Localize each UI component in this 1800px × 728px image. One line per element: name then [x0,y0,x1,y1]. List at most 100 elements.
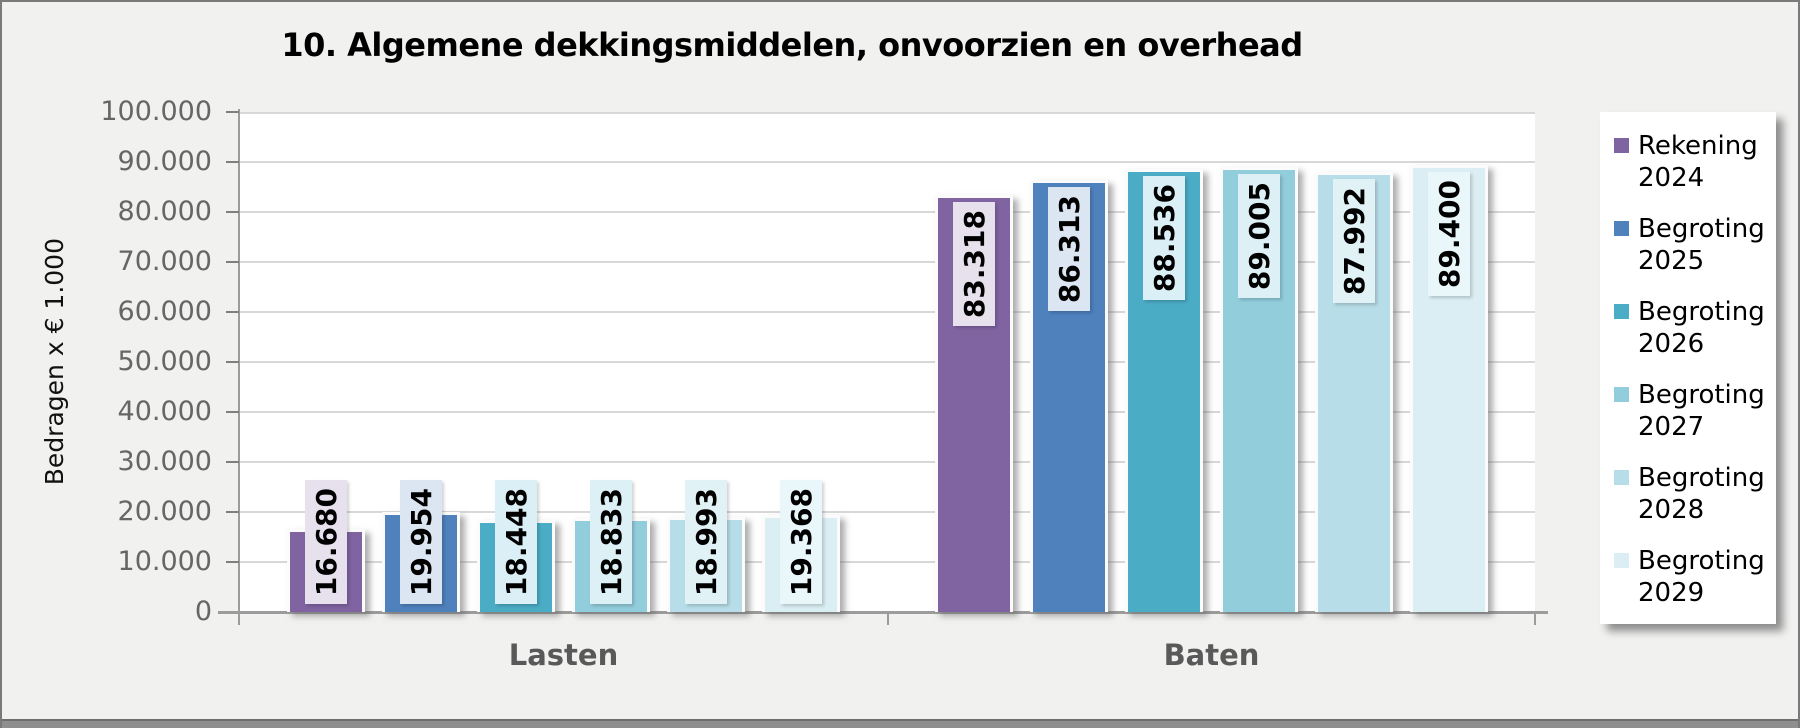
y-tick-label: 80.000 [117,196,212,227]
bar-value-text: 88.536 [1147,184,1181,293]
bar-slot: 19.954 [382,112,460,612]
bar-baten-rekening-2024 [935,195,1013,612]
legend-swatch [1614,470,1629,485]
y-tick-label: 90.000 [117,146,212,177]
legend-swatch [1614,138,1629,153]
y-tick [226,411,239,413]
y-tick [226,211,239,213]
bottom-edge [2,719,1798,728]
bar-slot: 16.680 [287,112,365,612]
chart-title: 10. Algemene dekkingsmiddelen, onvoorzie… [281,26,1303,64]
legend-item: Rekening 2024 [1614,130,1770,194]
y-tick-label: 10.000 [117,546,212,577]
bar-group-lasten: 16.680 19.954 18.448 18.833 18.993 19.368 [239,112,888,612]
bar-value-label: 19.954 [400,480,442,604]
bar-value-text: 89.005 [1242,181,1276,291]
legend-swatch [1614,553,1629,568]
bar-slot: 88.536 [1125,112,1203,612]
legend-label: Begroting 2027 [1638,380,1765,442]
legend-item: Begroting 2026 [1614,296,1770,360]
y-tick-label: 30.000 [117,446,212,477]
legend-item: Begroting 2027 [1614,379,1770,443]
legend-label: Rekening 2024 [1638,131,1758,193]
legend-label: Begroting 2026 [1638,297,1765,359]
bar-value-label: 89.400 [1428,172,1470,296]
bar-value-text: 86.313 [1052,195,1086,304]
category-label-baten: Baten [1163,638,1260,672]
legend-label: Begroting 2029 [1638,546,1765,608]
bar-value-label: 18.993 [685,480,727,604]
x-axis-tick [1534,613,1536,625]
legend-swatch [1614,304,1629,319]
y-tick-label: 0 [194,596,212,627]
y-tick-label: 20.000 [117,496,212,527]
gridline [239,461,1535,463]
bar-slot: 18.448 [477,112,555,612]
bar-value-text: 89.400 [1432,179,1466,289]
y-tick [226,561,239,563]
bar-slot: 89.400 [1410,112,1488,612]
bar-value-text: 87.992 [1337,186,1371,296]
bar-value-text: 18.993 [689,487,723,597]
y-axis-line [238,109,240,614]
legend-label: Begroting 2028 [1638,463,1765,525]
bar-slot: 83.318 [935,112,1013,612]
legend-swatch [1614,387,1629,402]
legend-item: Begroting 2029 [1614,545,1770,609]
bar-value-text: 18.833 [594,487,628,597]
bar-value-text: 19.368 [784,487,818,597]
bar-value-label: 83.318 [953,202,995,327]
category-label-lasten: Lasten [508,638,619,672]
bar-value-text: 18.448 [499,487,533,597]
bar-value-label: 16.680 [305,480,347,604]
bar-value-label: 19.368 [780,480,822,604]
y-tick [226,461,239,463]
bar-value-label: 18.833 [590,480,632,604]
bar-group-baten: 83.318 86.313 88.536 89.005 87.992 89.400 [888,112,1535,612]
gridline [239,411,1535,413]
legend-label: Begroting 2025 [1638,214,1765,276]
y-tick [226,261,239,263]
bar-slot: 18.833 [572,112,650,612]
bar-slot: 87.992 [1315,112,1393,612]
x-axis-tick [238,613,240,625]
bar-value-label: 18.448 [495,480,537,604]
bar-value-text: 83.318 [957,210,991,319]
bar-value-label: 87.992 [1333,179,1375,303]
x-axis-tick [887,613,889,625]
gridline [239,311,1535,313]
gridline [239,161,1535,163]
bar-slot: 18.993 [667,112,745,612]
y-tick [226,161,239,163]
bar-slot: 89.005 [1220,112,1298,612]
bar-value-label: 89.005 [1238,174,1280,298]
bar-slot: 86.313 [1030,112,1108,612]
y-tick [226,511,239,513]
bar-baten-begroting-2025 [1030,180,1108,612]
bar-value-label: 86.313 [1048,187,1090,312]
x-axis-line [218,611,1548,614]
legend-item: Begroting 2028 [1614,462,1770,526]
y-tick [226,361,239,363]
y-tick-label: 100.000 [100,96,212,127]
bar-value-text: 19.954 [404,487,438,597]
y-tick-label: 50.000 [117,346,212,377]
gridline [239,261,1535,263]
bar-value-label: 88.536 [1143,176,1185,301]
bar-slot: 19.368 [762,112,840,612]
gridline [239,361,1535,363]
y-tick [226,111,239,113]
y-tick-label: 40.000 [117,396,212,427]
gridline [239,511,1535,513]
y-tick-label: 60.000 [117,296,212,327]
y-tick [226,311,239,313]
gridline [239,211,1535,213]
gridline [239,112,1535,114]
y-tick-label: 70.000 [117,246,212,277]
gridline [239,561,1535,563]
legend-swatch [1614,221,1629,236]
bar-value-text: 16.680 [309,487,343,597]
legend-item: Begroting 2025 [1614,213,1770,277]
legend: Rekening 2024 Begroting 2025 Begroting 202… [1600,112,1776,624]
